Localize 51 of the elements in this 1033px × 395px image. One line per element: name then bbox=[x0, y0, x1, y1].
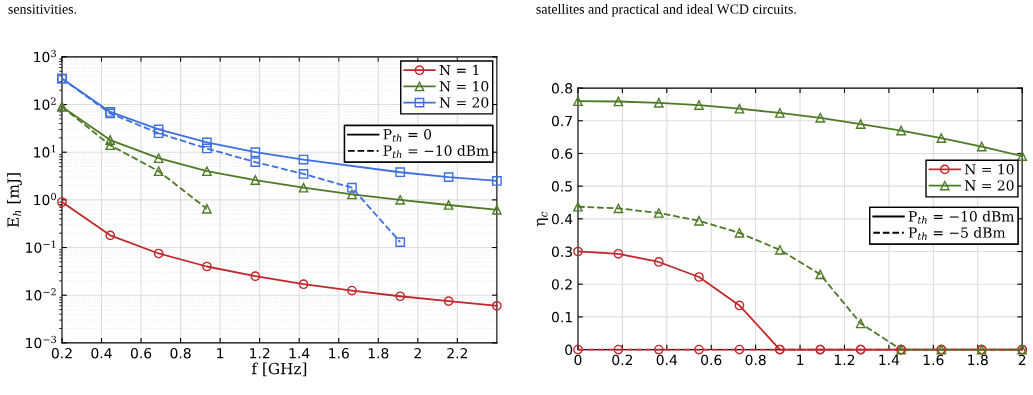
y-tick-label: 0.8 bbox=[551, 83, 573, 94]
x-tick-label: 1.8 bbox=[368, 347, 389, 359]
x-tick-label: 0.8 bbox=[745, 354, 766, 366]
x-tick-label: 0.4 bbox=[91, 347, 112, 359]
text: sensitivities. bbox=[8, 4, 77, 14]
y-axis-title: η$_{c}$ bbox=[536, 211, 549, 227]
legend-label: P$_{th}$ = −10 dBm bbox=[383, 145, 489, 158]
legend-label: N = 1 bbox=[439, 64, 479, 76]
y-tick-label: 0.7 bbox=[551, 115, 572, 127]
y-tick-label: 0.2 bbox=[551, 279, 572, 290]
x-tick-label: 1.6 bbox=[329, 347, 349, 359]
legend-label: N = 20 bbox=[964, 180, 1014, 191]
legend-label: N = 20 bbox=[439, 97, 489, 108]
x-tick-label: 1.2 bbox=[250, 347, 270, 359]
y-tick-label: 10$^{−1}$ bbox=[26, 240, 56, 253]
y-tick-label: 0.3 bbox=[551, 246, 572, 257]
x-tick-label: 0.6 bbox=[130, 347, 152, 359]
y-tick-label: 10$^{2}$ bbox=[34, 97, 56, 110]
y-axis-title: E$_{h}$ [mJ] bbox=[7, 173, 22, 228]
text: satellites and practical and ideal WCD circuits. bbox=[536, 4, 796, 17]
x-tick-label: 0.2 bbox=[612, 354, 633, 366]
y-tick-label: 10$^{0}$ bbox=[34, 192, 57, 206]
x-tick-label: 2 bbox=[1018, 354, 1026, 365]
x-tick-label: 0 bbox=[574, 354, 582, 366]
legend-label: P$_{th}$ = −5 dBm bbox=[908, 227, 1006, 240]
x-tick-label: 0.2 bbox=[51, 347, 72, 359]
y-tick-label: 10$^{3}$ bbox=[34, 49, 56, 63]
x-tick-label: 1.4 bbox=[879, 354, 900, 365]
x-tick-label: 2 bbox=[414, 347, 421, 359]
x-tick-label: 1.6 bbox=[923, 354, 944, 366]
y-tick-label: 0.5 bbox=[551, 181, 572, 192]
x-tick-label: 1.8 bbox=[968, 354, 988, 366]
y-tick-label: 10$^{−2}$ bbox=[26, 288, 56, 301]
x-axis-title: f [GHz] bbox=[251, 362, 307, 377]
y-tick-label: 0.1 bbox=[551, 311, 572, 323]
legend-label: P$_{th}$ = −10 dBm bbox=[908, 210, 1015, 224]
x-tick-label: 1.2 bbox=[834, 354, 855, 365]
legend-label: N = 10 bbox=[964, 163, 1014, 175]
y-tick-label: 10$^{−3}$ bbox=[26, 335, 57, 349]
legend-label: N = 10 bbox=[439, 80, 489, 92]
x-tick-label: 2.2 bbox=[447, 347, 467, 359]
x-tick-label: 1 bbox=[217, 348, 224, 359]
x-tick-label: 0.6 bbox=[701, 354, 722, 366]
y-tick-label: 10$^{1}$ bbox=[34, 145, 56, 158]
x-tick-label: 0.4 bbox=[656, 354, 678, 366]
y-tick-label: 0.4 bbox=[551, 213, 573, 225]
legend-label: P$_{th}$ = 0 bbox=[383, 129, 432, 142]
x-tick-label: 0.8 bbox=[170, 347, 191, 359]
x-tick-label: 1 bbox=[797, 354, 804, 365]
y-tick-label: 0.6 bbox=[551, 148, 573, 159]
x-tick-label: 1.4 bbox=[289, 348, 310, 359]
